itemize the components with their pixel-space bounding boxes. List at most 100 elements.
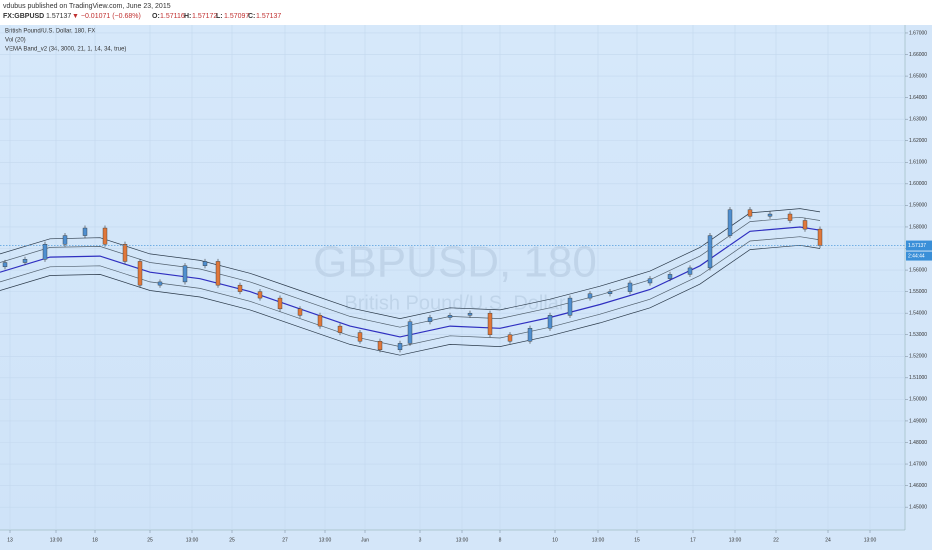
x-tick-label: 22 <box>773 537 779 543</box>
publisher: vdubus published on TradingView.com, Jun… <box>3 3 171 10</box>
ohlc-item: 1.57116 <box>160 13 185 20</box>
legend-item: British Pound/U.S. Dollar, 180, FX <box>5 29 95 35</box>
ohlc-item: H: <box>184 13 191 20</box>
candle-body <box>687 267 693 275</box>
candle-body <box>157 281 163 286</box>
y-tick-label: 1.58000 <box>909 224 927 230</box>
price-tag <box>906 240 932 251</box>
legend-item: Vol (20) <box>5 38 26 44</box>
ohlc-item: O: <box>152 13 160 20</box>
x-tick-label: 8 <box>499 537 502 543</box>
y-tick-label: 1.59000 <box>909 203 927 209</box>
y-tick-label: 1.45000 <box>909 504 927 510</box>
candle-body <box>297 308 303 316</box>
price-axis-bg <box>905 25 932 550</box>
candle-body <box>727 209 733 236</box>
x-tick-label: 13:00 <box>186 537 199 543</box>
x-tick-label: 15 <box>634 537 640 543</box>
candle-body <box>257 291 263 299</box>
countdown-tag <box>906 251 932 261</box>
x-tick-label: 13 <box>7 537 13 543</box>
candle-body <box>667 274 673 279</box>
candle-body <box>802 220 808 230</box>
y-tick-label: 1.52000 <box>909 354 927 360</box>
y-tick-label: 1.64000 <box>909 95 927 101</box>
x-tick-label: 13:00 <box>864 537 877 543</box>
x-tick-label: 13:00 <box>729 537 742 543</box>
candle-body <box>337 325 343 333</box>
ohlc-item: 1.57137 <box>256 13 281 20</box>
candle-body <box>215 261 221 286</box>
x-tick-label: 18 <box>92 537 98 543</box>
candle-body <box>507 334 513 342</box>
x-tick-label: 17 <box>690 537 696 543</box>
candle-body <box>767 213 773 217</box>
time-axis-bg <box>0 530 905 550</box>
y-tick-label: 1.50000 <box>909 397 927 403</box>
candle-body <box>707 235 713 269</box>
y-tick-label: 1.66000 <box>909 52 927 58</box>
candle-body <box>202 261 208 266</box>
countdown-label: 2:44:44 <box>908 253 925 259</box>
candle-body <box>62 235 68 245</box>
y-tick-label: 1.51000 <box>909 375 927 381</box>
candle-body <box>82 227 88 236</box>
change: ▼ −0.01071 (−0.68%) <box>72 13 141 20</box>
candle-body <box>2 262 8 268</box>
watermark-sub: British Pound/U.S. Dollar <box>344 292 566 314</box>
candle-body <box>587 293 593 299</box>
y-tick-label: 1.55000 <box>909 289 927 295</box>
candle-body <box>22 259 28 263</box>
x-tick-label: 25 <box>229 537 235 543</box>
y-tick-label: 1.60000 <box>909 181 927 187</box>
legend-item: VEMA Band_v2 (34, 3000, 21, 1, 14, 34, t… <box>5 47 126 53</box>
x-tick-label: Jun <box>361 537 369 543</box>
candle-body <box>407 321 413 344</box>
quote: 1.57137 <box>46 13 71 20</box>
band-line <box>0 244 821 356</box>
y-tick-label: 1.53000 <box>909 332 927 338</box>
candle-body <box>102 227 108 245</box>
price-tag-label: 1.57137 <box>908 243 926 249</box>
y-tick-label: 1.67000 <box>909 30 927 36</box>
y-tick-label: 1.63000 <box>909 117 927 123</box>
candle-body <box>277 297 283 310</box>
y-tick-label: 1.46000 <box>909 483 927 489</box>
candle-body <box>747 209 753 217</box>
x-tick-label: 3 <box>419 537 422 543</box>
y-tick-label: 1.61000 <box>909 160 927 166</box>
candle-body <box>122 243 128 262</box>
candle-body <box>42 243 48 260</box>
candle-body <box>397 343 403 351</box>
x-tick-label: 24 <box>825 537 831 543</box>
x-tick-label: 13:00 <box>456 537 469 543</box>
x-tick-label: 13:00 <box>50 537 63 543</box>
plot-bg <box>0 25 905 530</box>
grid <box>0 25 905 530</box>
candle-body <box>182 265 188 283</box>
x-tick-label: 25 <box>147 537 153 543</box>
watermark: GBPUSD, 180 <box>313 238 597 287</box>
y-tick-label: 1.49000 <box>909 418 927 424</box>
symbol: FX:GBPUSD <box>3 13 44 20</box>
y-tick-label: 1.56000 <box>909 267 927 273</box>
candle-body <box>527 328 533 342</box>
y-tick-label: 1.65000 <box>909 73 927 79</box>
candle-body <box>137 261 143 286</box>
candle-body <box>357 332 363 342</box>
candle-body <box>447 315 453 318</box>
candle-body <box>237 284 243 292</box>
y-tick-label: 1.54000 <box>909 310 927 316</box>
candle-body <box>427 317 433 322</box>
candle-body <box>487 312 493 335</box>
y-tick-label: 1.48000 <box>909 440 927 446</box>
x-tick-label: 13:00 <box>319 537 332 543</box>
candle-body <box>467 312 473 316</box>
ohlc-item: 1.57172 <box>192 13 217 20</box>
candle-body <box>567 297 573 316</box>
x-tick-label: 27 <box>282 537 288 543</box>
ohlc-item: C: <box>248 13 255 20</box>
